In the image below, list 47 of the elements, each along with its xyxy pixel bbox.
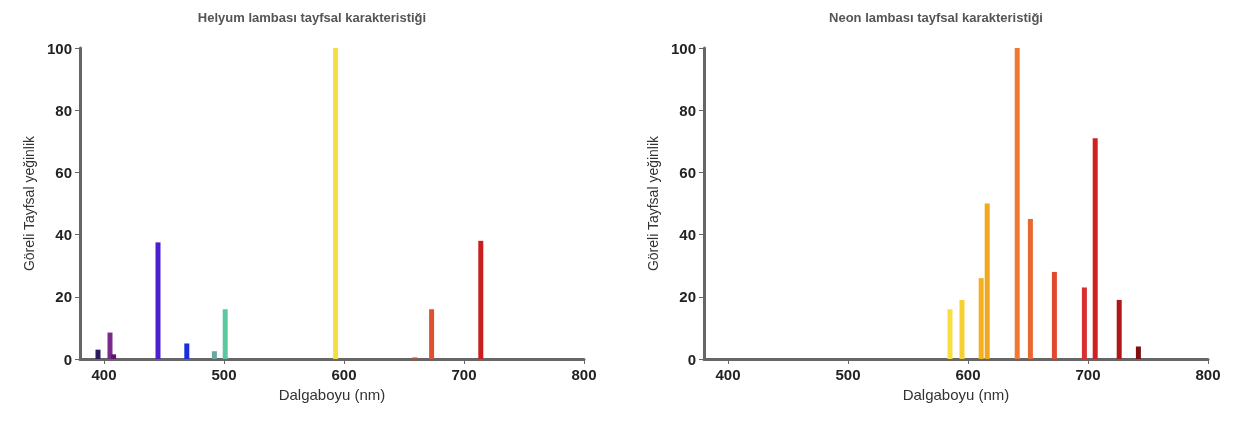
chart-title: Neon lambası tayfsal karakteristiği [829,10,1043,25]
bar [211,351,217,359]
y-tick-label: 80 [55,101,72,119]
x-tick-label: 500 [211,366,237,383]
bar [333,48,339,359]
bar [184,343,190,359]
x-axis-title: Dalgaboyu (nm) [278,385,386,403]
bar [959,299,965,359]
x-tick-label: 500 [835,366,861,383]
y-tick-label: 60 [679,163,696,181]
y-axis-title: Göreli Tayfsal yeğinlik [645,134,662,272]
bar [111,354,117,359]
x-tick-label: 600 [331,366,357,383]
y-tick-label: 20 [55,288,72,306]
x-tick-label: 400 [91,366,117,383]
x-axis-title: Dalgaboyu (nm) [902,385,1010,403]
bar [222,309,228,359]
x-tick-label: 800 [571,366,597,383]
y-tick-label: 40 [55,226,72,244]
y-axis-title: Göreli Tayfsal yeğinlik [21,134,38,272]
bar [1092,138,1098,359]
bar [1051,271,1057,359]
y-tick-label: 0 [63,350,72,368]
bar [1135,346,1141,359]
y-tick-label: 80 [679,101,696,119]
chart-title: Helyum lambası tayfsal karakteristiği [197,10,427,25]
bar [155,242,161,359]
y-tick-label: 100 [46,39,72,57]
bar [107,332,113,359]
y-tick-label: 100 [670,39,696,57]
bar [1014,48,1020,359]
x-tick-label: 400 [715,366,741,383]
x-tick-label: 600 [955,366,981,383]
bar [1027,219,1033,359]
y-tick-label: 20 [679,288,696,306]
bar [1116,299,1122,359]
y-tick-label: 60 [55,163,72,181]
y-tick-label: 40 [679,226,696,244]
x-tick-label: 800 [1195,366,1221,383]
y-tick-label: 0 [687,350,696,368]
bar [95,349,101,359]
bar [429,309,435,359]
x-tick-label: 700 [451,366,477,383]
bar [947,309,953,359]
bar [1081,287,1087,359]
x-tick-label: 700 [1075,366,1101,383]
bar [478,240,484,359]
